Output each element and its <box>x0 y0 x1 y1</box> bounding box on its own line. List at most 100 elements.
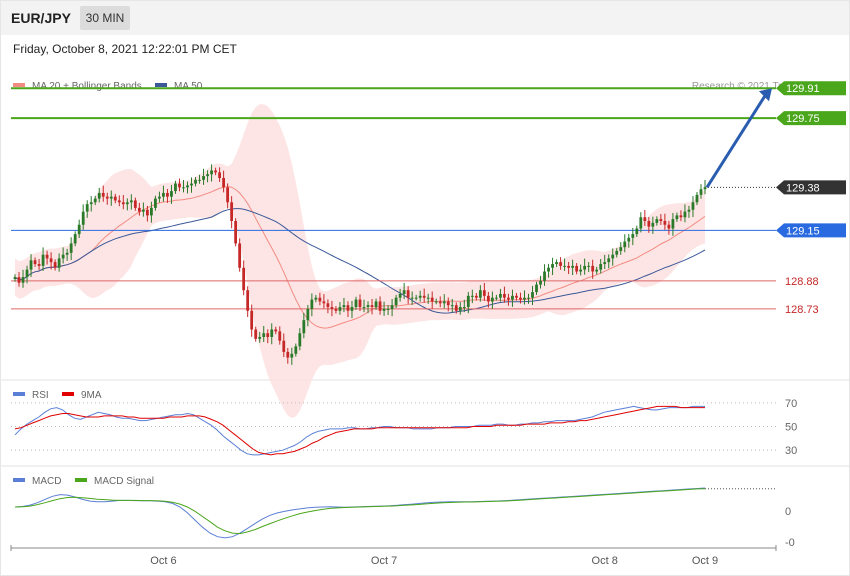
candle-body <box>555 262 558 265</box>
candle-body <box>294 346 298 354</box>
candle-body <box>186 185 189 188</box>
candle-body <box>33 260 37 265</box>
candle-body <box>438 301 442 304</box>
candle-body <box>49 258 53 263</box>
candle-body <box>579 269 583 272</box>
candle-body <box>615 250 619 255</box>
candle-body <box>599 264 603 270</box>
candle-body <box>402 290 406 294</box>
candle-body <box>366 305 370 308</box>
candle-body <box>93 198 97 203</box>
candle-body <box>141 209 145 212</box>
candle-body <box>422 295 426 298</box>
candle-body <box>61 254 65 259</box>
candle-body <box>406 290 410 298</box>
candle-body <box>587 265 591 267</box>
current-label: 129.38 <box>786 182 820 194</box>
resistance-tag <box>776 81 846 96</box>
candle-body <box>354 299 358 308</box>
candle-body <box>29 260 33 270</box>
candle-body <box>567 265 571 268</box>
pivot-tag <box>776 223 846 238</box>
x-tick-label: Oct 9 <box>692 555 718 567</box>
top-bar <box>1 1 849 35</box>
candle-body <box>571 265 575 268</box>
ma50-swatch <box>155 83 167 88</box>
legend-ma50: MA 50 <box>155 81 202 92</box>
candle-body <box>591 265 595 272</box>
candle-body <box>535 284 538 293</box>
candle-body <box>322 301 326 304</box>
candle-body <box>362 307 366 309</box>
candle-body <box>85 204 89 212</box>
candle-body <box>635 228 639 235</box>
credit-text: Research © 2021 Trading Central <box>691 81 841 92</box>
candle-body <box>458 307 462 311</box>
macd-legend-label: MACD <box>32 476 62 487</box>
candle-body <box>250 310 254 330</box>
candle-body <box>21 277 25 283</box>
candle-body <box>595 269 599 272</box>
candle-body <box>278 331 282 341</box>
macd-tick-label: 0 <box>785 506 791 518</box>
rsi-swatch <box>13 392 25 397</box>
candle-body <box>563 265 566 267</box>
candle-body <box>210 170 213 175</box>
candle-body <box>583 265 587 270</box>
candle-body <box>462 307 466 309</box>
candle-body <box>270 329 274 337</box>
candle-body <box>338 307 342 311</box>
legend-ma20-bb: MA 20 + Bollinger Bands <box>13 81 142 92</box>
resistance-tag <box>776 111 846 126</box>
candle-body <box>121 202 125 205</box>
current-tag <box>776 180 846 195</box>
candle-body <box>242 267 246 291</box>
candle-body <box>430 297 434 302</box>
candle-body <box>182 187 185 189</box>
candle-body <box>190 183 193 186</box>
candle-body <box>77 224 81 235</box>
candle-body <box>286 351 290 358</box>
candle-body <box>623 241 627 248</box>
symbol-label: EUR/JPY <box>11 10 71 26</box>
ma20-legend-label: MA 20 + Bollinger Bands <box>32 81 142 92</box>
candle-body <box>503 293 506 298</box>
timeframe-button[interactable]: 30 MIN <box>80 6 130 30</box>
ma50-line <box>14 208 706 314</box>
candle-body <box>523 297 526 300</box>
candle-body <box>426 297 430 299</box>
candle-body <box>334 308 338 311</box>
candle-body <box>342 305 346 308</box>
ma9-swatch <box>62 392 74 397</box>
candle-body <box>619 247 623 251</box>
candle-body <box>101 192 105 197</box>
candle-body <box>65 252 69 255</box>
candle-body <box>306 308 310 321</box>
candle-body <box>73 234 77 244</box>
candle-body <box>206 174 209 177</box>
candle-body <box>703 187 707 190</box>
candle-body <box>611 254 615 259</box>
candle-body <box>350 307 354 311</box>
ma20-swatch <box>13 83 25 88</box>
candle-body <box>627 237 631 242</box>
candle-body <box>519 297 522 300</box>
candle-body <box>145 209 149 216</box>
candle-body <box>310 299 314 309</box>
candle-body <box>330 307 334 309</box>
candle-body <box>326 303 330 308</box>
candle-body <box>667 224 671 229</box>
candle-body <box>607 258 611 263</box>
ma50-legend-label: MA 50 <box>174 81 203 92</box>
candle-body <box>695 194 699 203</box>
candle-body <box>486 295 490 302</box>
candle-body <box>507 297 510 300</box>
support-label: 128.88 <box>785 276 819 288</box>
macd-signal-line <box>14 488 706 535</box>
candle-body <box>158 196 161 199</box>
resistance-label: 129.91 <box>786 83 820 95</box>
candle-body <box>218 172 221 178</box>
candle-body <box>274 329 278 332</box>
candle-body <box>531 292 534 298</box>
candle-body <box>226 187 230 203</box>
